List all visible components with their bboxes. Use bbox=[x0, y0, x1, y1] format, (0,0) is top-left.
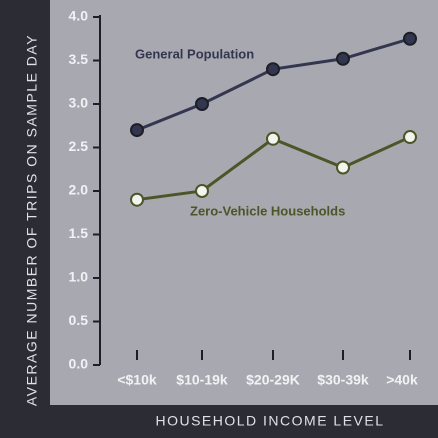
y-tick-label: 2.5 bbox=[69, 138, 89, 154]
x-tick-label: $10-19k bbox=[176, 372, 228, 388]
x-axis-label: HOUSEHOLD INCOME LEVEL bbox=[155, 413, 384, 429]
data-point bbox=[266, 62, 280, 77]
series-label: General Population bbox=[135, 46, 254, 61]
data-point bbox=[336, 51, 350, 66]
y-tick-label: 1.0 bbox=[69, 269, 89, 285]
data-point bbox=[130, 123, 144, 138]
data-point bbox=[195, 97, 209, 111]
x-tick-label: <$10k bbox=[117, 372, 157, 388]
data-point bbox=[195, 184, 209, 198]
x-tick-label: >40k bbox=[386, 372, 418, 388]
y-tick-label: 2.0 bbox=[69, 182, 89, 198]
y-label-strip bbox=[0, 0, 50, 438]
y-tick-label: 0.0 bbox=[69, 356, 89, 372]
data-point bbox=[336, 160, 350, 175]
y-tick-label: 1.5 bbox=[69, 225, 89, 241]
y-tick-label: 0.5 bbox=[69, 312, 89, 328]
y-tick-label: 3.5 bbox=[69, 51, 89, 67]
x-tick-label: $30-39k bbox=[317, 372, 369, 388]
x-label-strip bbox=[0, 405, 438, 438]
data-point bbox=[403, 130, 417, 145]
series-label: Zero-Vehicle Households bbox=[190, 203, 345, 218]
data-point bbox=[130, 192, 144, 207]
data-point bbox=[266, 131, 280, 146]
y-tick-label: 3.0 bbox=[69, 95, 89, 111]
data-point bbox=[403, 31, 417, 46]
x-tick-label: $20-29K bbox=[246, 372, 300, 388]
y-axis-label: AVERAGE NUMBER OF TRIPS ON SAMPLE DAY bbox=[24, 34, 40, 406]
y-tick-label: 4.0 bbox=[69, 8, 89, 24]
